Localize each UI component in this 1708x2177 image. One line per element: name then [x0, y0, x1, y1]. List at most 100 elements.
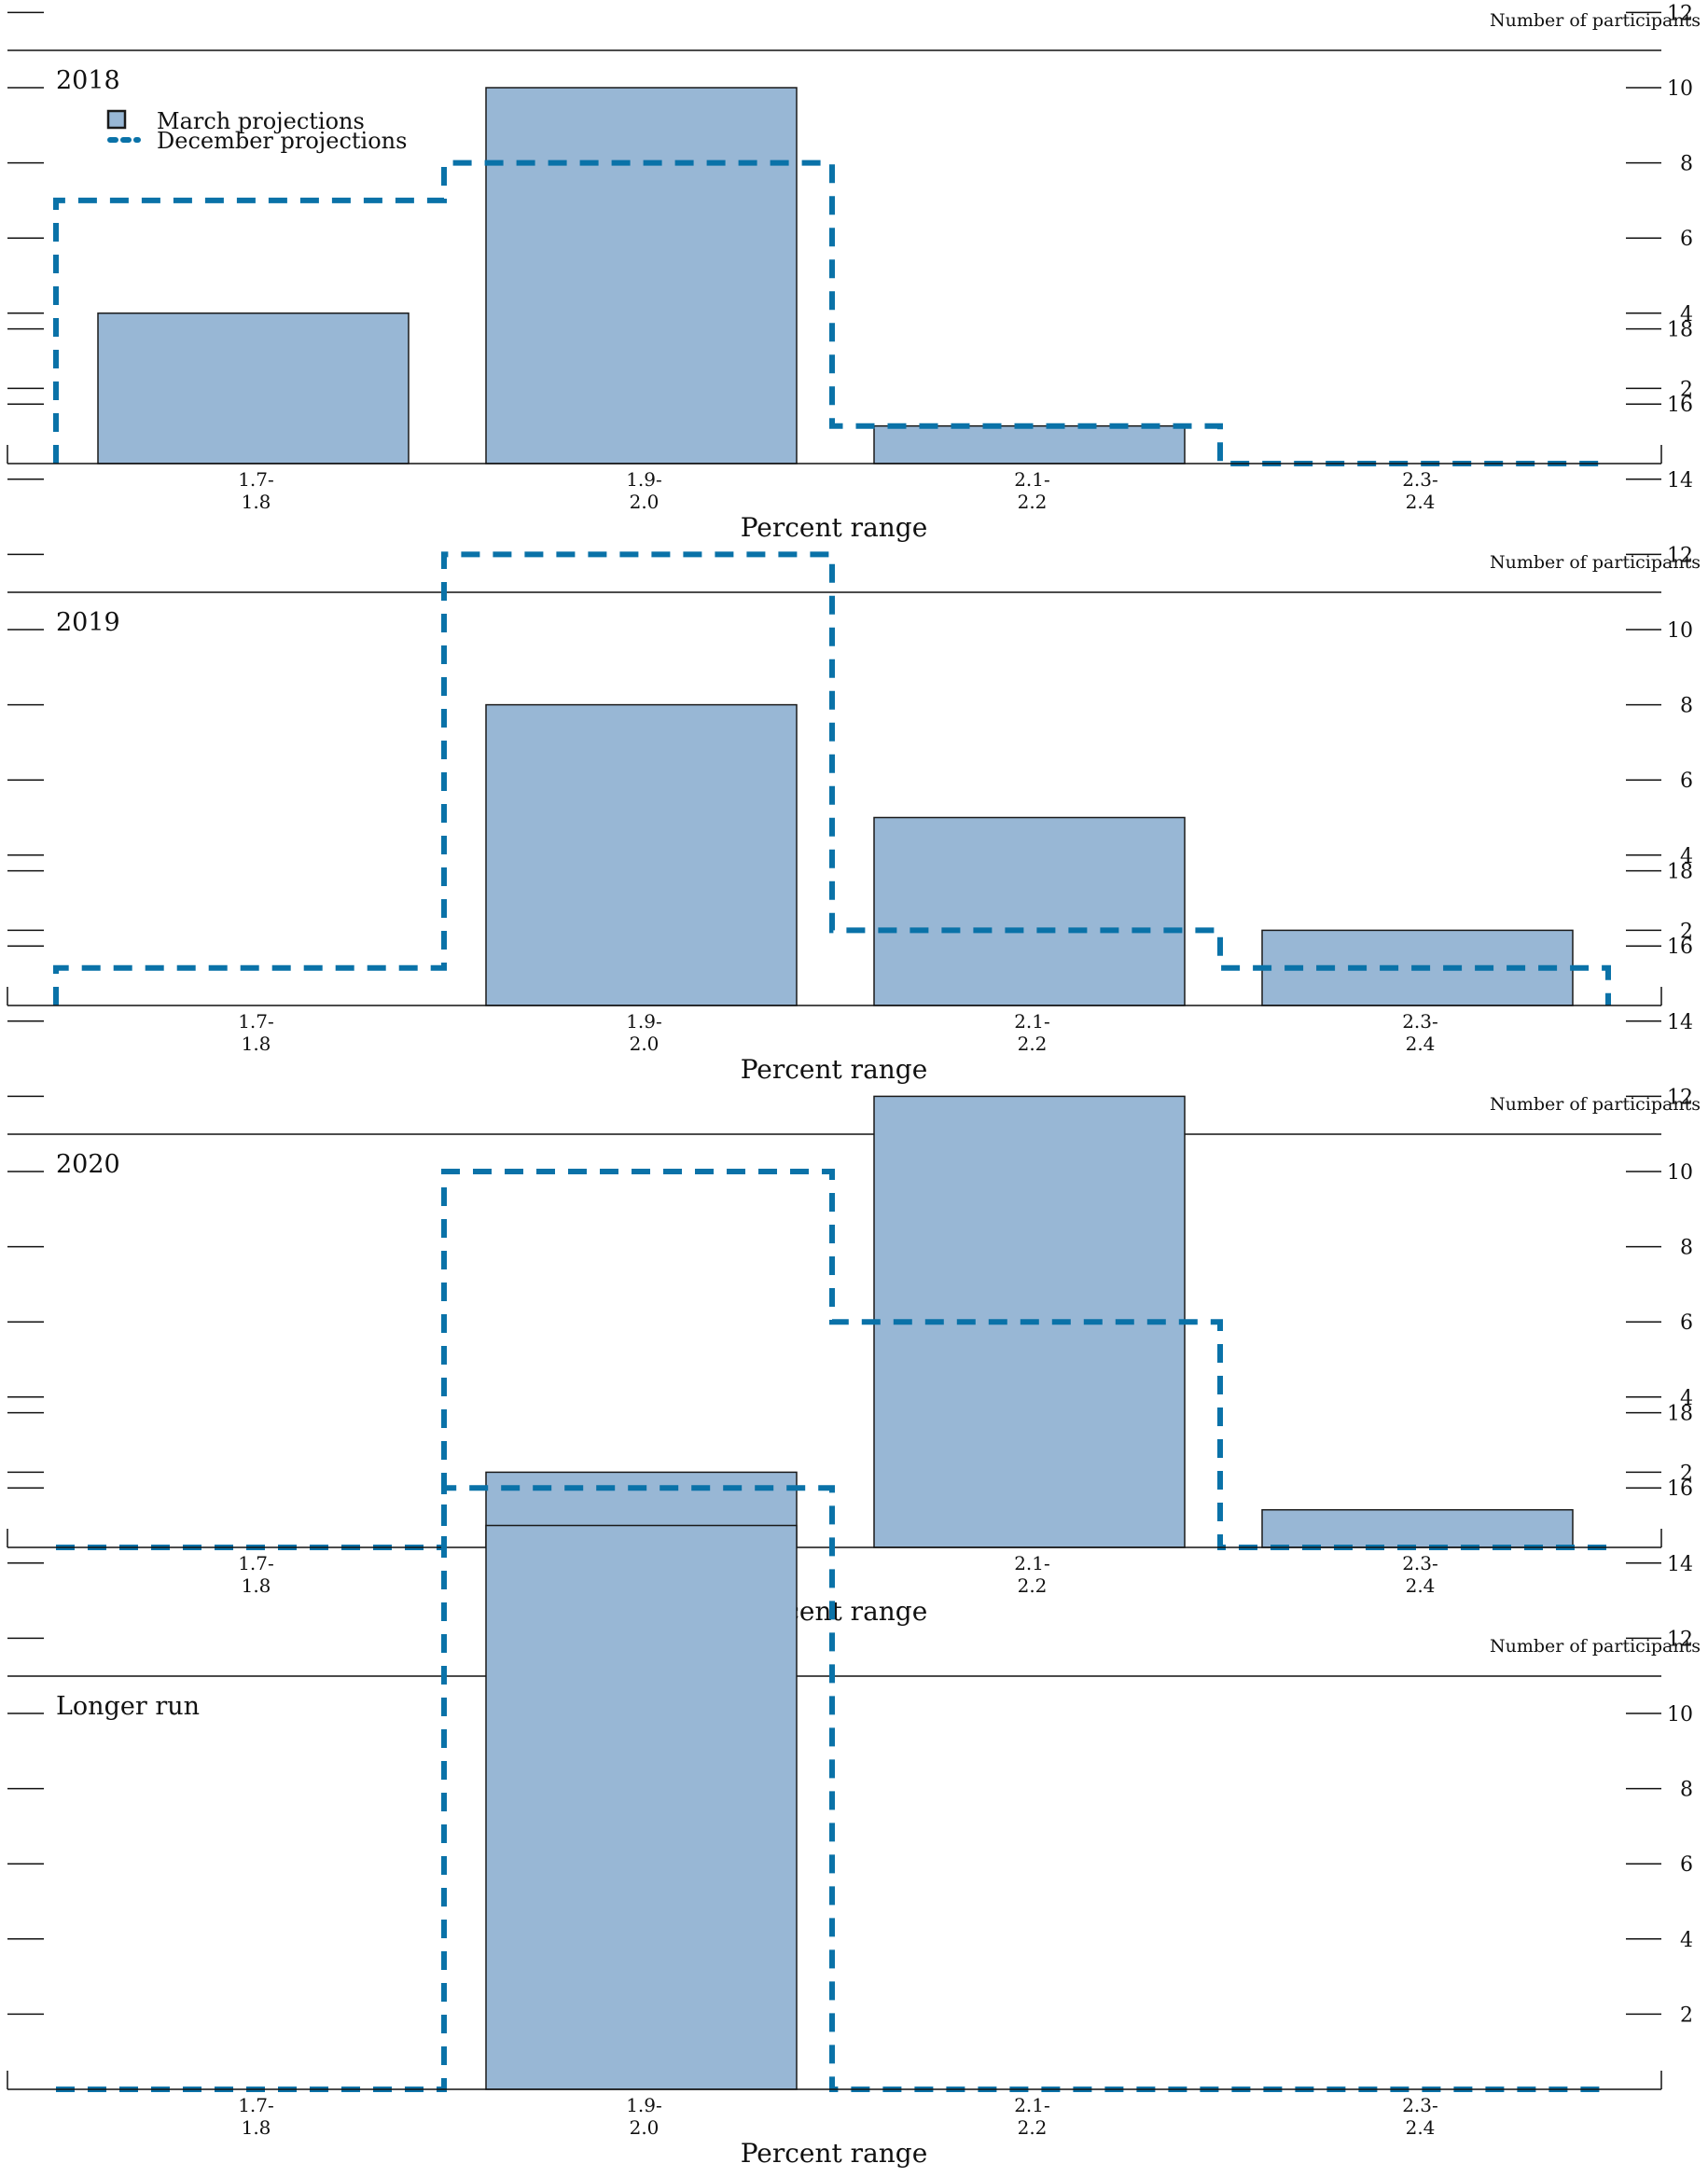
panel-title: 2019	[56, 608, 120, 637]
y-tick-label: 14	[1667, 1553, 1693, 1576]
category-label-line: 2.2	[1018, 1574, 1048, 1597]
y-tick-label: 18	[1667, 861, 1693, 884]
category-label: 2.3-2.4	[1402, 1552, 1438, 1597]
december-step-line	[56, 1169, 1608, 1550]
march-bar	[485, 87, 798, 465]
panel-2: Number of participants 2019 2 4 6 8 10 12 14 16 18…	[7, 319, 1701, 1085]
category-label-line: 2.1-	[1014, 1552, 1050, 1574]
y-tick-label: 4	[1680, 845, 1693, 868]
march-bar	[873, 424, 1186, 465]
category-label-line: 2.4	[1406, 491, 1436, 513]
category-label-line: 2.2	[1018, 1033, 1048, 1055]
category-label-line: 1.8	[242, 491, 271, 513]
category-label: 2.1-2.2	[1014, 2094, 1050, 2139]
category-label-line: 2.1-	[1014, 2094, 1050, 2116]
category-label-line: 1.8	[242, 1033, 271, 1055]
y-tick-label: 2	[1680, 2004, 1693, 2027]
y-tick-label: 2	[1680, 378, 1693, 401]
x-axis-label: Percent range	[741, 2138, 928, 2169]
y-tick-label: 14	[1667, 1011, 1693, 1034]
y-tick-label: 12	[1667, 2, 1693, 25]
panel-title: 2018	[56, 66, 120, 95]
units-label: Number of participants	[1490, 552, 1701, 573]
units-label: Number of participants	[1490, 1094, 1701, 1115]
category-label-line: 2.0	[630, 491, 660, 513]
category-label: 1.7-1.8	[238, 2094, 274, 2139]
y-tick-label: 8	[1680, 1779, 1693, 1802]
y-tick-label: 4	[1680, 1387, 1693, 1410]
category-label-line: 1.8	[242, 2116, 271, 2139]
y-tick-label: 16	[1667, 394, 1693, 417]
category-label: 1.7-1.8	[238, 1552, 274, 1597]
category-label-line: 1.9-	[626, 1010, 662, 1033]
category-label-line: 2.3-	[1402, 468, 1438, 491]
category-label-line: 1.7-	[238, 1010, 274, 1033]
category-label: 2.1-2.2	[1014, 1010, 1050, 1055]
y-tick-label: 10	[1667, 1703, 1693, 1726]
category-label-line: 2.4	[1406, 1033, 1436, 1055]
category-label: 2.3-2.4	[1402, 2094, 1438, 2139]
category-label-line: 2.3-	[1402, 1010, 1438, 1033]
category-label-line: 2.2	[1018, 2116, 1048, 2139]
march-bar	[1261, 1508, 1574, 1548]
y-tick-label: 8	[1680, 153, 1693, 176]
march-bar	[97, 312, 410, 465]
category-label-line: 2.4	[1406, 2116, 1436, 2139]
y-tick-label: 2	[1680, 920, 1693, 943]
category-label-line: 2.2	[1018, 491, 1048, 513]
y-tick-label: 18	[1667, 1403, 1693, 1426]
panel-title: Longer run	[56, 1692, 200, 1721]
y-tick-label: 8	[1680, 695, 1693, 718]
y-tick-label: 12	[1667, 544, 1693, 567]
category-label: 2.1-2.2	[1014, 1552, 1050, 1597]
category-label: 2.3-2.4	[1402, 1010, 1438, 1055]
category-label-line: 1.9-	[626, 468, 662, 491]
category-label: 1.9-2.0	[626, 2094, 662, 2139]
y-tick-label: 6	[1680, 228, 1693, 251]
panel-1: Number of participants 2018 2 4 6 8 10 12 14 16 18…	[7, 2, 1701, 543]
y-tick-label: 6	[1680, 1311, 1693, 1335]
category-label: 2.1-2.2	[1014, 468, 1050, 513]
y-tick-label: 12	[1667, 1086, 1693, 1109]
x-axis-label: Percent range	[741, 1054, 928, 1085]
y-tick-label: 12	[1667, 1628, 1693, 1651]
legend-march-swatch	[106, 109, 127, 130]
y-tick-label: 16	[1667, 1477, 1693, 1501]
march-bar	[485, 703, 798, 1006]
y-tick-label: 6	[1680, 770, 1693, 793]
category-label-line: 1.9-	[626, 2094, 662, 2116]
category-label-line: 2.0	[630, 2116, 660, 2139]
category-label-line: 2.3-	[1402, 2094, 1438, 2116]
category-label: 1.9-2.0	[626, 468, 662, 513]
y-tick-label: 2	[1680, 1462, 1693, 1485]
december-step-line	[53, 551, 1611, 1005]
march-bar	[873, 816, 1186, 1006]
category-label-line: 2.1-	[1014, 1010, 1050, 1033]
category-label-line: 1.8	[242, 1574, 271, 1597]
y-tick-label: 4	[1680, 303, 1693, 326]
units-label: Number of participants	[1490, 1636, 1701, 1657]
category-label-line: 1.7-	[238, 468, 274, 491]
category-label-line: 2.3-	[1402, 1552, 1438, 1574]
december-step-line	[56, 1485, 1608, 2092]
category-label: 2.3-2.4	[1402, 468, 1438, 513]
category-label: 1.9-2.0	[626, 1010, 662, 1055]
panel-3: Number of participants 2020 2 4 6 8 10 12 14 16 18…	[7, 861, 1701, 1627]
category-label-line: 1.7-	[238, 1552, 274, 1574]
x-axis-label: Percent range	[741, 512, 928, 543]
category-label-line: 2.1-	[1014, 468, 1050, 491]
y-tick-label: 10	[1667, 77, 1693, 101]
category-label: 1.7-1.8	[238, 468, 274, 513]
category-label-line: 2.0	[630, 1033, 660, 1055]
legend-march-label: March projections	[157, 108, 365, 134]
y-tick-label: 14	[1667, 469, 1693, 492]
legend-december-label: December projections	[157, 128, 407, 154]
category-label-line: 1.7-	[238, 2094, 274, 2116]
y-tick-label: 18	[1667, 319, 1693, 342]
y-tick-label: 6	[1680, 1853, 1693, 1877]
y-tick-label: 10	[1667, 1161, 1693, 1185]
category-label-line: 2.4	[1406, 1574, 1436, 1597]
